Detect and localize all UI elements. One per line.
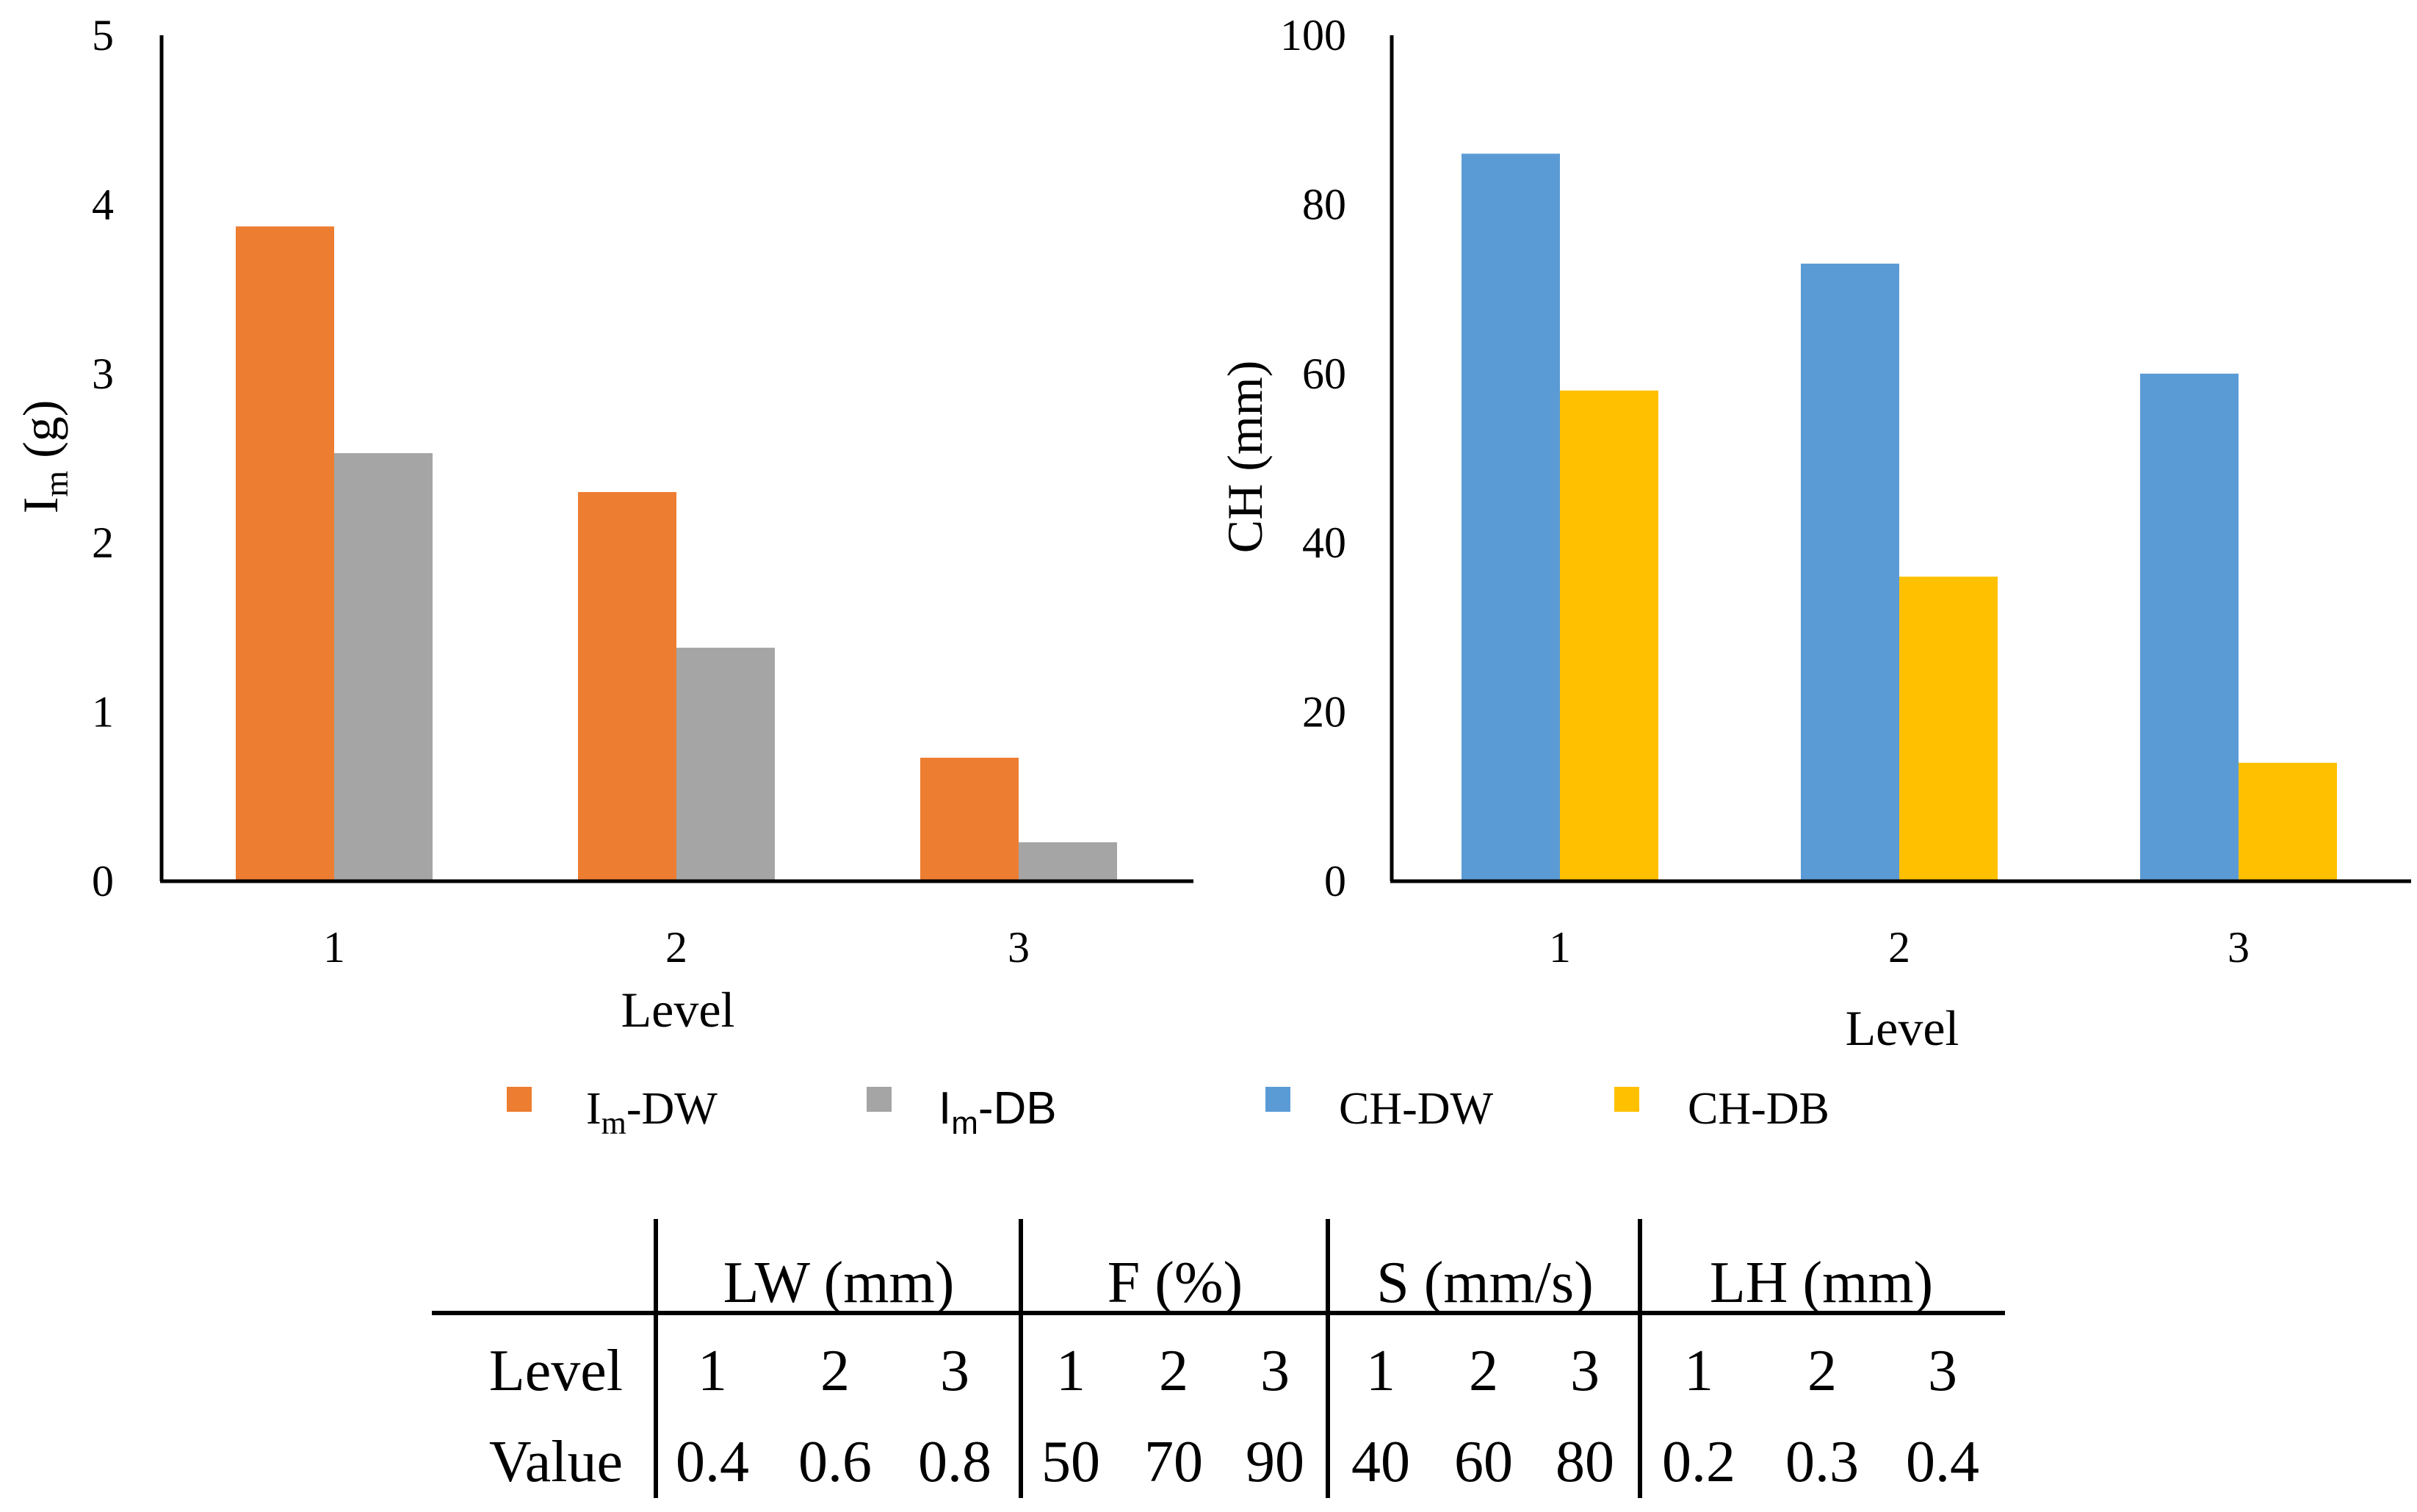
legend-item-ch-dw: CH-DW (1265, 1084, 1494, 1134)
table-level-cell: 2 (1807, 1339, 1837, 1403)
table-level-row: 1 2 3 1 2 3 1 2 3 1 2 3 (698, 1339, 1957, 1403)
ch-x-axis-label: Level (1846, 1000, 1959, 1056)
table-level-cell: 1 (1366, 1339, 1395, 1403)
y-tick-label: 0 (92, 857, 114, 905)
x-tick-label: 3 (2228, 923, 2250, 972)
y-tick-label: 3 (92, 350, 114, 398)
y-tick-label: 20 (1302, 688, 1346, 737)
table-value-cell: 50 (1041, 1430, 1100, 1494)
table-level-cell: 3 (940, 1339, 969, 1403)
legend-item-ch-db: CH-DB (1614, 1084, 1829, 1134)
y-tick-label: 100 (1280, 11, 1346, 59)
table-value-cell: 90 (1246, 1430, 1304, 1494)
y-tick-label: 40 (1302, 518, 1346, 567)
parameter-table: LW (mm) F (%) S (mm/s) LH (mm) Level Val… (432, 1219, 2005, 1498)
legend-swatch-ch-db (1614, 1087, 1639, 1112)
y-tick-label: 4 (92, 180, 114, 228)
ch-chart: 0 20 40 60 80 100 1 2 3 Level CH (mm) (1217, 11, 2411, 1056)
y-tick-label: 0 (1324, 857, 1346, 905)
bar-1-1-2 (2239, 762, 2337, 881)
table-row-label: Level (489, 1339, 623, 1403)
x-tick-label: 1 (323, 923, 345, 972)
table-level-cell: 1 (1056, 1339, 1085, 1403)
im-chart: 0 1 2 3 4 5 1 2 3 Level Im (g) (12, 11, 1193, 1038)
svg-text:CH-DB: CH-DB (1688, 1084, 1829, 1134)
bar-0-0-1 (578, 492, 676, 881)
im-y-axis-label: Im (g) (12, 400, 75, 514)
ch-bars (1462, 153, 2337, 881)
x-tick-label: 1 (1549, 923, 1571, 972)
bar-0-1-0 (334, 453, 433, 881)
bar-0-0-0 (236, 226, 334, 881)
im-bars (236, 226, 1117, 881)
bar-0-1-2 (1019, 842, 1117, 881)
table-group-header: F (%) (1108, 1251, 1243, 1315)
bar-1-1-0 (1560, 390, 1658, 881)
table-level-cell: 1 (1684, 1339, 1713, 1403)
ch-y-ticks: 0 20 40 60 80 100 (1280, 11, 1346, 905)
table-level-cell: 2 (1159, 1339, 1188, 1403)
table-level-cell: 3 (1260, 1339, 1290, 1403)
table-value-cell: 60 (1454, 1430, 1513, 1494)
table-value-cell: 0.6 (798, 1430, 872, 1494)
table-value-cell: 0.4 (1906, 1430, 1979, 1494)
svg-text:CH-DW: CH-DW (1339, 1084, 1494, 1134)
bar-1-0-2 (2140, 373, 2239, 881)
y-tick-label: 2 (92, 518, 114, 567)
bar-1-0-0 (1462, 153, 1560, 881)
table-row-label: Value (489, 1430, 623, 1494)
legend-item-im-dw: Im-DW (507, 1084, 718, 1141)
svg-text:Im-DW: Im-DW (586, 1084, 718, 1141)
legend-swatch-im-db (867, 1087, 892, 1112)
table-level-cell: 2 (820, 1339, 850, 1403)
x-tick-label: 2 (665, 923, 687, 972)
y-tick-label: 1 (92, 688, 114, 737)
bar-0-1-1 (676, 648, 775, 881)
table-value-cell: 0.3 (1785, 1430, 1859, 1494)
im-x-axis-label: Level (621, 982, 735, 1038)
table-value-cell: 40 (1351, 1430, 1410, 1494)
table-value-cell: 0.4 (676, 1430, 749, 1494)
y-tick-label: 80 (1302, 180, 1346, 228)
table-level-cell: 3 (1928, 1339, 1957, 1403)
table-value-row: 0.4 0.6 0.8 50 70 90 40 60 80 0.2 0.3 0.4 (676, 1430, 1979, 1494)
table-value-cell: 80 (1556, 1430, 1614, 1494)
bar-0-0-2 (920, 757, 1019, 881)
im-y-ticks: 0 1 2 3 4 5 (92, 11, 114, 905)
x-tick-label: 3 (1008, 923, 1030, 972)
y-tick-label: 5 (92, 11, 114, 59)
bar-1-0-1 (1801, 264, 1899, 881)
legend-swatch-ch-dw (1265, 1087, 1290, 1112)
y-tick-label: 60 (1302, 350, 1346, 398)
legend-item-im-db: Im-DB (867, 1083, 1057, 1141)
legend: Im-DW Im-DB CH-DW CH-DB (507, 1083, 1829, 1141)
bar-1-1-1 (1899, 576, 1998, 881)
table-level-cell: 2 (1469, 1339, 1498, 1403)
table-level-cell: 1 (698, 1339, 727, 1403)
legend-swatch-im-dw (507, 1087, 532, 1112)
table-group-header: LW (mm) (723, 1251, 955, 1315)
table-value-cell: 0.8 (918, 1430, 991, 1494)
table-value-cell: 70 (1144, 1430, 1203, 1494)
x-tick-label: 2 (1888, 923, 1910, 972)
table-value-cell: 0.2 (1662, 1430, 1735, 1494)
ch-x-ticks: 1 2 3 (1549, 923, 2250, 972)
table-group-header: S (mm/s) (1376, 1251, 1594, 1315)
svg-text:Im-DB: Im-DB (939, 1083, 1057, 1141)
table-group-header: LH (mm) (1710, 1251, 1933, 1315)
ch-y-axis-label: CH (mm) (1217, 361, 1273, 554)
im-x-ticks: 1 2 3 (323, 923, 1030, 972)
table-level-cell: 3 (1570, 1339, 1600, 1403)
